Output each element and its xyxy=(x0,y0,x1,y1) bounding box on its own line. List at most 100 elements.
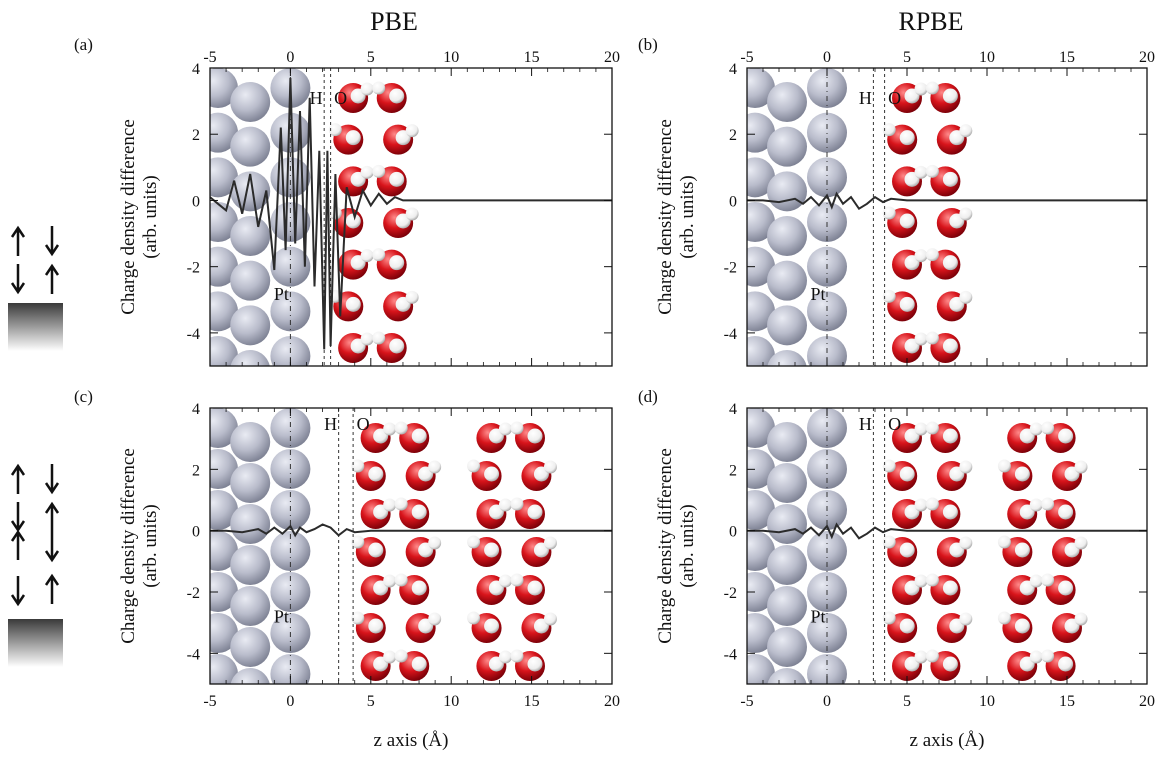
h-atom xyxy=(527,428,543,444)
x-tick-label: 0 xyxy=(286,693,294,710)
h-atom xyxy=(383,422,397,436)
pt-atom xyxy=(230,668,270,684)
pt-atom xyxy=(230,82,271,122)
h-atom xyxy=(345,130,361,146)
spin-up-arrow-icon xyxy=(44,501,60,532)
h-atom xyxy=(372,248,386,262)
h-atom xyxy=(428,460,442,474)
x-tick-label: -5 xyxy=(740,693,753,710)
label-pt: Pt xyxy=(274,284,289,304)
h-atom xyxy=(411,504,427,520)
pt-atom xyxy=(807,336,847,366)
h-atom xyxy=(942,88,958,104)
h-atom xyxy=(882,611,896,625)
h-atom xyxy=(1041,649,1055,663)
h-atom xyxy=(899,296,915,312)
pt-atom xyxy=(767,627,807,667)
h-atom xyxy=(360,165,374,179)
h-atom xyxy=(383,498,397,512)
h-atom xyxy=(527,580,543,596)
x-tick-label-top: 10 xyxy=(979,49,995,66)
h-atom xyxy=(997,611,1011,625)
h-atom xyxy=(959,536,973,550)
h-atom xyxy=(372,164,386,178)
x-tick-label-top: -5 xyxy=(203,49,216,66)
y-tick-label: 0 xyxy=(729,193,737,210)
h-atom xyxy=(914,574,928,588)
charge-density-curve xyxy=(747,191,1147,211)
spin-legend-bottom xyxy=(8,463,63,667)
column-header-rpbe: RPBE xyxy=(898,7,963,36)
h-atom xyxy=(510,421,524,435)
h-atom xyxy=(510,573,524,587)
spin-down-arrow-icon xyxy=(10,576,26,607)
h-atom xyxy=(360,332,374,346)
y-tick-label: -4 xyxy=(187,646,200,663)
x-tick-label-top: 15 xyxy=(1059,49,1075,66)
h-atom xyxy=(942,255,958,271)
x-tick-label: 10 xyxy=(979,693,995,710)
h-atom xyxy=(1029,574,1043,588)
h-atom xyxy=(498,574,512,588)
spin-down-arrow-icon xyxy=(10,502,26,533)
y-tick-label: 2 xyxy=(192,127,200,144)
label-h: H xyxy=(859,414,872,434)
h-atom xyxy=(351,535,365,549)
x-tick-label-top: 10 xyxy=(443,49,459,66)
h-atom xyxy=(1058,580,1074,596)
pt-atom xyxy=(767,545,807,585)
x-axis-title: z axis (Å) xyxy=(374,730,449,751)
h-atom xyxy=(899,466,915,482)
y-axis-title-units: (arb. units) xyxy=(677,175,698,258)
y-axis-title: Charge density difference xyxy=(655,448,676,644)
x-tick-label: 20 xyxy=(1139,693,1155,710)
h-atom xyxy=(527,656,543,672)
h-atom xyxy=(368,618,384,634)
h-atom xyxy=(914,650,928,664)
h-atom xyxy=(368,466,384,482)
atoms-layer xyxy=(747,68,973,366)
pt-atom xyxy=(767,82,807,122)
h-atom xyxy=(411,580,427,596)
y-tick-label: 2 xyxy=(729,127,737,144)
h-atom xyxy=(914,82,928,96)
h-atom xyxy=(372,81,386,95)
spin-up-arrow-icon xyxy=(44,573,60,604)
pt-atom xyxy=(807,408,847,448)
pt-atom xyxy=(230,627,271,667)
x-tick-label: 0 xyxy=(823,693,831,710)
x-tick-label: 10 xyxy=(443,693,459,710)
pt-atom xyxy=(767,260,807,301)
x-tick-label: 15 xyxy=(524,693,540,710)
spin-down-arrow-icon xyxy=(10,264,26,295)
panel-tag: (b) xyxy=(638,35,658,54)
x-tick-label: 20 xyxy=(604,693,620,710)
pt-atom xyxy=(210,654,238,684)
h-atom xyxy=(405,290,419,304)
label-o: O xyxy=(357,414,370,434)
pt-atom xyxy=(270,291,311,332)
y-axis-title: Charge density difference xyxy=(655,119,676,315)
h-atom xyxy=(899,542,915,558)
charge-density-curve xyxy=(210,523,612,538)
h-atom xyxy=(498,422,512,436)
h-atom xyxy=(959,460,973,474)
pt-atom xyxy=(210,336,238,366)
h-atom xyxy=(383,650,397,664)
h-atom xyxy=(925,497,939,511)
label-pt: Pt xyxy=(274,607,289,627)
y-tick-label: 0 xyxy=(192,524,200,541)
x-tick-label-top: 0 xyxy=(286,49,294,66)
pt-atom xyxy=(230,463,271,503)
plot-frame xyxy=(209,407,613,685)
pt-atom xyxy=(230,586,271,626)
spin-down-arrow-icon xyxy=(44,464,60,495)
h-atom xyxy=(899,130,915,146)
pt-atom xyxy=(767,463,807,503)
pt-atom xyxy=(230,305,271,346)
y-tick-label: 4 xyxy=(729,61,737,78)
h-atom xyxy=(328,123,342,137)
